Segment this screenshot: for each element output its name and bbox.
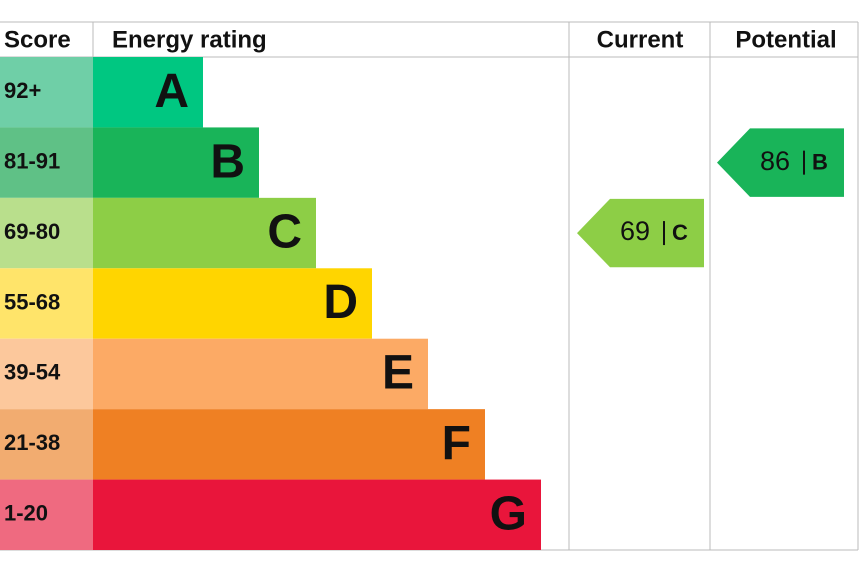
band-letter: G	[490, 487, 527, 540]
score-cell	[0, 268, 93, 339]
header: Potential	[735, 26, 836, 53]
band-letter: D	[323, 276, 358, 329]
arrow-value: 86	[760, 146, 790, 176]
arrow-band: B	[812, 149, 828, 174]
score-label: 21-38	[4, 430, 60, 455]
rating-bar	[93, 127, 259, 198]
score-label: 81-91	[4, 148, 60, 173]
rating-bar	[93, 268, 372, 339]
arrow-value: 69	[620, 216, 650, 246]
score-cell	[0, 338, 93, 410]
arrow-band: C	[672, 220, 688, 245]
rating-arrow	[577, 198, 704, 268]
score-cell	[0, 127, 93, 198]
score-cell	[0, 409, 93, 480]
band-letter: F	[442, 417, 471, 470]
score-cell	[0, 57, 93, 128]
rating-arrow	[717, 128, 844, 197]
score-label: 69-80	[4, 219, 60, 244]
header: Score	[4, 26, 71, 53]
score-label: 39-54	[4, 360, 61, 385]
band-letter: C	[267, 206, 302, 259]
header: Energy rating	[112, 26, 267, 53]
band-letter: A	[154, 65, 189, 118]
band-letter: B	[210, 135, 245, 188]
score-label: 55-68	[4, 289, 60, 314]
rating-bar	[93, 197, 316, 269]
rating-bar	[93, 479, 541, 550]
score-label: 92+	[4, 78, 41, 103]
rating-bar	[93, 409, 485, 480]
score-cell	[0, 479, 93, 550]
score-label: 1-20	[4, 501, 48, 526]
rating-bar	[93, 57, 203, 128]
band-letter: E	[382, 347, 414, 400]
rating-bar	[93, 338, 428, 410]
score-cell	[0, 197, 93, 269]
header: Current	[597, 26, 684, 53]
